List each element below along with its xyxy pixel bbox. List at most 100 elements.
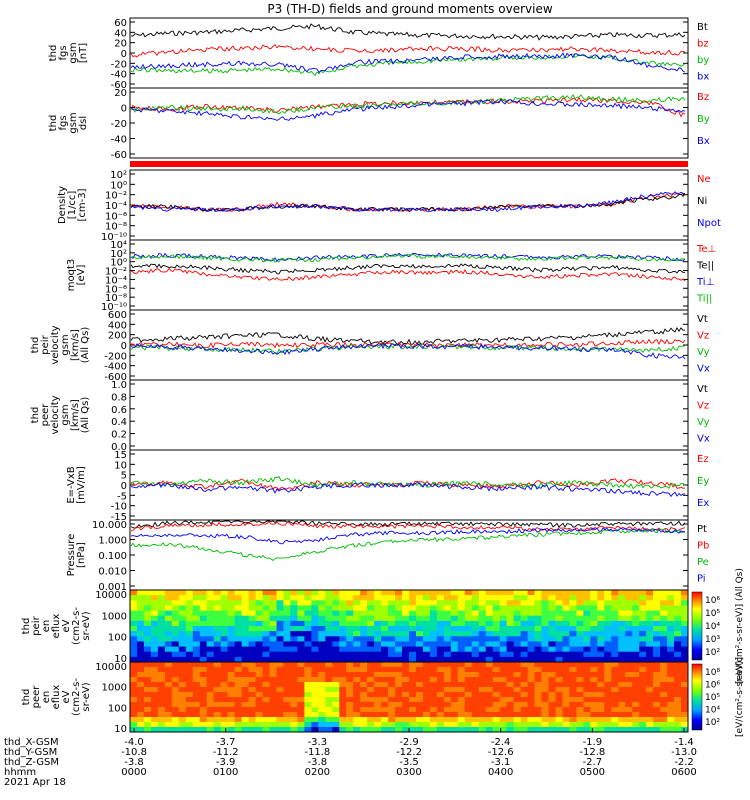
y-axis-label-line: [cm-3] bbox=[77, 188, 88, 221]
y-tick-label: 10⁻² bbox=[105, 191, 127, 202]
y-axis-label-line: peer bbox=[40, 403, 51, 427]
y-axis-label-line: thd bbox=[21, 618, 32, 635]
y-tick-label: 10⁻⁶ bbox=[105, 284, 127, 295]
legend-label: Vt bbox=[697, 384, 708, 395]
x-tick-label: -12.8 bbox=[579, 747, 605, 758]
y-tick-label: 200 bbox=[108, 331, 127, 342]
colorbar-label: [eV/(cm²-s-sr-eV)] (All Qs) bbox=[735, 568, 745, 684]
x-tick-label: -4.0 bbox=[124, 737, 144, 748]
x-tick-label: -13.0 bbox=[671, 747, 697, 758]
legend-label: Ti|| bbox=[696, 294, 712, 305]
series-ex bbox=[130, 481, 686, 498]
legend-label: Vt bbox=[697, 314, 708, 325]
y-axis-label-line: thd bbox=[30, 337, 41, 354]
y-axis-label-line: velocity bbox=[50, 395, 61, 434]
y-axis-label-line: (All Qs) bbox=[80, 327, 91, 364]
y-axis-label-line: Density bbox=[57, 186, 68, 224]
x-tick-label: 0500 bbox=[580, 767, 605, 778]
y-tick-label: 0 bbox=[121, 341, 127, 352]
y-axis-label-line: [eV] bbox=[76, 265, 87, 286]
legend-label: Vy bbox=[697, 347, 710, 358]
x-tick-label: -11.2 bbox=[213, 747, 239, 758]
legend-label: Ni bbox=[697, 196, 707, 207]
y-tick-label: 400 bbox=[108, 320, 127, 331]
y-tick-label: 10.000 bbox=[92, 520, 127, 531]
x-tick-label: -3.7 bbox=[216, 737, 236, 748]
flag-bar bbox=[130, 161, 688, 167]
panel-peer_eflux: 10000 1000 100 10 thd peer en eflux eV (cm2-s-sr-… bbox=[21, 657, 745, 737]
y-axis-label: thd peir en eflux eV (cm2-s-sr-eV) bbox=[21, 607, 92, 645]
y-tick-label: -20 bbox=[111, 59, 127, 70]
y-tick-label: 1.0 bbox=[111, 380, 127, 391]
x-row-label: thd_Z-GSM bbox=[4, 757, 59, 768]
colorbar-tick-label: 10³ bbox=[705, 635, 720, 645]
x-tick-label: -2.4 bbox=[491, 737, 511, 748]
y-tick-label: 10⁻⁸ bbox=[105, 222, 127, 233]
colorbar-tick-label: 10⁴ bbox=[705, 706, 720, 716]
y-tick-label: 10⁻⁶ bbox=[105, 211, 127, 222]
y-axis-label: moqt3 [eV] bbox=[66, 259, 87, 292]
colorbar bbox=[691, 591, 703, 661]
y-axis-label: Pressure [nPa] bbox=[66, 534, 87, 577]
colorbar bbox=[691, 663, 703, 731]
y-tick-label: 10⁻² bbox=[105, 267, 127, 278]
y-tick-label: 20 bbox=[114, 39, 127, 50]
y-axis-label-line: gsm bbox=[68, 42, 79, 63]
legend-label: Pe bbox=[697, 557, 709, 568]
y-tick-label: 10 bbox=[114, 460, 127, 471]
panel-frame bbox=[129, 239, 689, 311]
colorbar-tick-label: 10⁸ bbox=[705, 668, 720, 678]
y-tick-label: 0.2 bbox=[111, 430, 127, 441]
y-axis-label-line: thd bbox=[48, 45, 59, 62]
y-axis-label-line: thd bbox=[21, 689, 32, 706]
y-tick-label: 10000 bbox=[95, 662, 127, 673]
x-tick-label: -3.9 bbox=[216, 757, 236, 768]
y-axis-label-line: Pressure bbox=[66, 534, 77, 577]
y-axis-label-line: thd bbox=[48, 115, 59, 132]
panel-fgs_gsm_dsl: 20 0 -20 -40 -60 thd fgs gsm dsl Bz By Bx bbox=[48, 87, 710, 161]
colorbar-tick-label: 10⁴ bbox=[705, 622, 720, 632]
plot-title: P3 (TH-D) fields and ground moments over… bbox=[267, 2, 552, 16]
colorbar-tick-label: 10⁵ bbox=[705, 693, 720, 703]
x-tick-label: -3.8 bbox=[308, 757, 328, 768]
legend-label: Npot bbox=[697, 218, 721, 229]
series-by bbox=[130, 93, 686, 115]
y-tick-label: -40 bbox=[111, 70, 127, 81]
y-tick-label: 10² bbox=[110, 249, 127, 260]
y-axis-label-line: moqt3 bbox=[66, 259, 77, 292]
x-tick-label: 0100 bbox=[213, 767, 238, 778]
y-tick-label: 600 bbox=[108, 310, 127, 321]
panel-frame bbox=[129, 17, 689, 89]
spectrogram-cells bbox=[130, 590, 689, 663]
y-axis-label-line: peir bbox=[31, 615, 42, 635]
y-axis-label-line: sr-eV) bbox=[81, 611, 92, 640]
y-tick-label: 10 bbox=[114, 724, 127, 735]
y-tick-label: 20 bbox=[114, 88, 127, 99]
y-tick-label: 0.4 bbox=[111, 417, 127, 428]
y-axis-label: thd fgs gsm [nT] bbox=[48, 42, 89, 63]
y-axis-label-line: en bbox=[41, 691, 52, 704]
x-tick-label: -1.9 bbox=[583, 737, 603, 748]
legend-label: Ex bbox=[697, 498, 709, 509]
legend-label: Vz bbox=[697, 401, 709, 412]
x-tick-label: 0300 bbox=[396, 767, 421, 778]
y-tick-label: 100 bbox=[108, 633, 127, 644]
x-tick-label: -3.3 bbox=[308, 737, 328, 748]
y-axis-label: thd peer en eflux eV (cm2-s-sr-eV) bbox=[21, 678, 92, 716]
spectrogram-cells bbox=[130, 662, 689, 733]
legend-label: Vx bbox=[697, 364, 710, 375]
y-axis-label: Density [1/cc] [cm-3] bbox=[57, 186, 88, 224]
legend-label: By bbox=[697, 114, 710, 125]
legend-label: Vz bbox=[697, 331, 709, 342]
series-ti bbox=[130, 253, 686, 263]
legend-label: bz bbox=[697, 39, 709, 50]
y-tick-label: 10⁻⁴ bbox=[105, 275, 127, 286]
legend-label: Te|| bbox=[696, 261, 714, 272]
